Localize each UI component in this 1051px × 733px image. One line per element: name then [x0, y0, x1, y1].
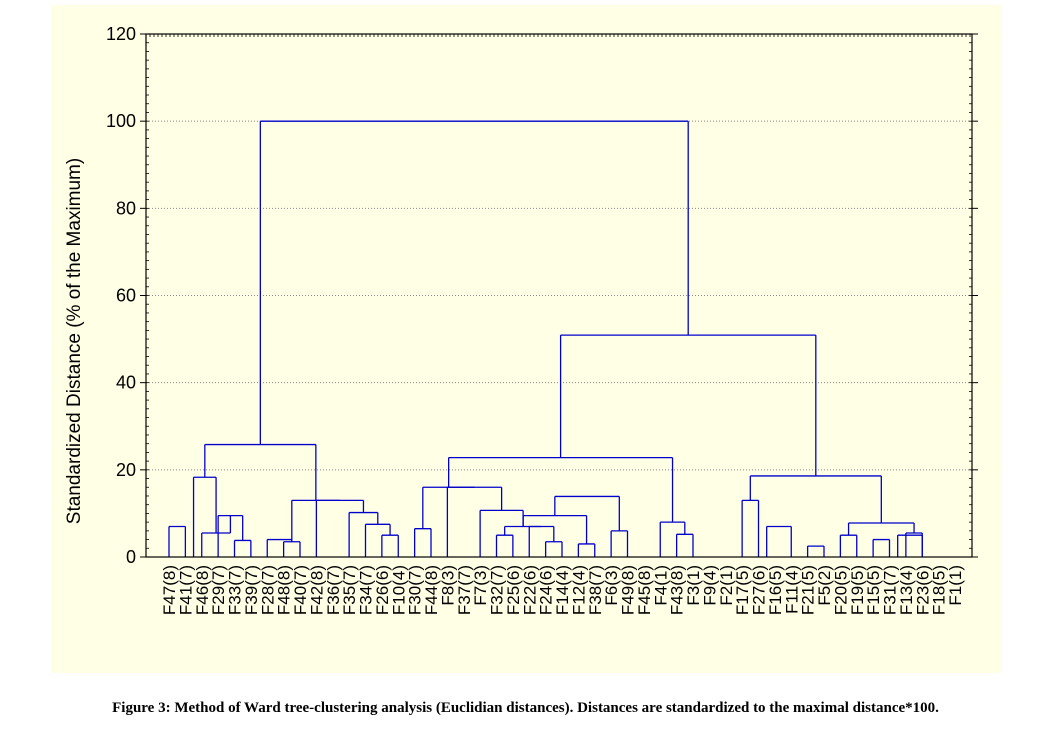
leaf-label: F25(6): [504, 565, 523, 615]
leaf-labels: F47(8)F41(7)F46(8)F29(7)F33(7)F39(7)F28(…: [160, 565, 965, 615]
leaf-label: F1(1): [946, 565, 965, 606]
leaf-label: F13(4): [897, 565, 916, 615]
leaf-label: F41(7): [176, 565, 195, 615]
leaf-label: F8(3): [438, 565, 457, 606]
y-tick-label: 40: [116, 373, 136, 393]
leaf-label: F39(7): [242, 565, 261, 615]
leaf-label: F49(8): [619, 565, 638, 615]
leaf-label: F18(5): [930, 565, 949, 615]
y-tick-label: 100: [106, 111, 136, 131]
leaf-label: F26(6): [373, 565, 392, 615]
leaf-label: F44(8): [422, 565, 441, 615]
leaf-label: F47(8): [160, 565, 179, 615]
leaf-label: F10(4): [389, 565, 408, 615]
y-axis-title: Standardized Distance (% of the Maximum): [64, 158, 85, 524]
leaf-label: F31(7): [881, 565, 900, 615]
leaf-label: F11(4): [782, 565, 801, 614]
leaf-label: F36(7): [324, 565, 343, 615]
leaf-label: F30(7): [406, 565, 425, 615]
y-tick-label: 80: [116, 198, 136, 218]
leaf-label: F32(7): [488, 565, 507, 615]
y-tick-label: 0: [126, 547, 136, 567]
leaf-label: F35(7): [340, 565, 359, 615]
leaf-label: F14(4): [553, 565, 572, 615]
leaf-label: F37(7): [455, 565, 474, 615]
leaf-label: F4(1): [651, 565, 670, 606]
y-tick-labels: 0 20 40 60 80 100 120: [106, 24, 136, 567]
leaf-label: F27(6): [750, 565, 769, 615]
leaf-label: F43(8): [668, 565, 687, 615]
leaf-label: F33(7): [226, 565, 245, 615]
leaf-label: F6(3): [602, 565, 621, 606]
y-tick-label: 20: [116, 460, 136, 480]
leaf-label: F3(1): [684, 565, 703, 606]
leaf-label: F9(4): [700, 565, 719, 606]
leaf-label: F16(5): [766, 565, 785, 615]
leaf-label: F7(3): [471, 565, 490, 606]
leaf-label: F28(7): [258, 565, 277, 615]
leaf-label: F48(8): [275, 565, 294, 615]
leaf-label: F24(6): [537, 565, 556, 615]
figure-caption: Figure 3: Method of Ward tree-clustering…: [112, 700, 939, 716]
y-tick-label: 60: [116, 286, 136, 306]
leaf-label: F17(5): [733, 565, 752, 615]
leaf-label: F46(8): [193, 565, 212, 615]
leaf-label: F38(7): [586, 565, 605, 615]
leaf-label: F19(5): [848, 565, 867, 615]
chart-panel: [51, 5, 1001, 673]
leaf-label: F45(8): [635, 565, 654, 615]
leaf-label: F5(2): [815, 565, 834, 606]
y-tick-label: 120: [106, 24, 136, 44]
leaf-label: F40(7): [291, 565, 310, 615]
leaf-label: F29(7): [209, 565, 228, 615]
gridlines: [146, 120, 972, 471]
leaf-label: F34(7): [357, 565, 376, 615]
leaf-label: F15(5): [864, 565, 883, 615]
leaf-label: F12(4): [569, 565, 588, 615]
leaf-label: F21(5): [799, 565, 818, 615]
leaf-label: F20(5): [831, 565, 850, 615]
leaf-label: F42(8): [307, 565, 326, 615]
leaf-label: F22(6): [520, 565, 539, 615]
dendrogram-links: [168, 120, 923, 557]
leaf-label: F23(6): [913, 565, 932, 615]
leaf-label: F2(1): [717, 565, 736, 606]
axes: [140, 33, 978, 558]
